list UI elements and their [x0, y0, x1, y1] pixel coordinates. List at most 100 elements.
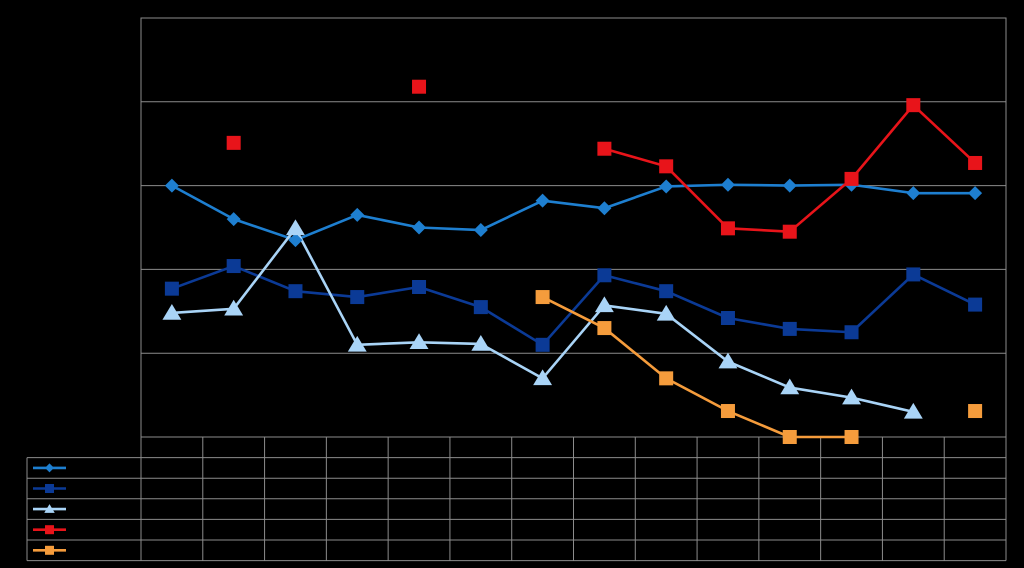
- series-2-point: [473, 300, 488, 315]
- series-1-point: [350, 207, 365, 222]
- series-2-point: [906, 267, 921, 282]
- data-table: [26, 437, 1007, 562]
- series-4-segment: [664, 165, 730, 230]
- series-3-point: [656, 304, 676, 321]
- series-3-segment: [788, 386, 853, 399]
- series-2-point: [782, 321, 797, 336]
- series-1-segment: [850, 183, 915, 195]
- series-2-segment: [912, 273, 977, 306]
- series-1-segment: [726, 183, 792, 187]
- series-1-point: [968, 186, 983, 201]
- series-1-segment: [603, 185, 668, 210]
- series-1-segment: [355, 213, 421, 229]
- series-markers: [162, 79, 983, 444]
- series-5-point: [597, 321, 612, 336]
- series-4-point: [226, 135, 241, 150]
- series-1-segment: [232, 217, 297, 242]
- series-2-point: [350, 290, 365, 305]
- series-2-segment: [541, 273, 606, 347]
- series-2-segment: [232, 264, 297, 293]
- series-2-point: [968, 297, 983, 312]
- series-2-point: [164, 281, 179, 296]
- series-3-segment: [294, 227, 359, 347]
- series-5-point: [535, 290, 550, 305]
- series-2-segment: [479, 305, 544, 347]
- series-2-point: [597, 268, 612, 283]
- series-1-point: [412, 220, 427, 235]
- series-3-segment: [417, 341, 483, 346]
- series-4-point: [412, 79, 427, 94]
- series-3-segment: [232, 227, 297, 311]
- series-1-segment: [788, 183, 853, 187]
- series-1-point: [597, 201, 612, 216]
- series-2-segment: [603, 273, 668, 293]
- series-4-point: [782, 224, 797, 239]
- series-2-segment: [788, 327, 853, 334]
- series-1-point: [535, 193, 550, 208]
- series-4-segment: [603, 147, 668, 168]
- series-4-point: [968, 155, 983, 170]
- series-lines: [170, 103, 977, 439]
- series-5-segment: [541, 295, 606, 330]
- series-3-segment: [726, 360, 792, 389]
- series-2-segment: [355, 285, 421, 299]
- plot-area-border: [140, 17, 1007, 438]
- series-1-point: [659, 179, 674, 194]
- series-5-point: [968, 404, 983, 419]
- series-4-segment: [850, 103, 915, 181]
- series-3-point: [594, 296, 614, 313]
- legend: [33, 463, 66, 555]
- series-3-point: [347, 335, 367, 352]
- series-5-point: [782, 430, 797, 444]
- series-5-segment: [603, 326, 668, 380]
- series-5-point: [659, 371, 674, 386]
- series-3-point: [224, 299, 244, 316]
- series-3-segment: [603, 304, 668, 316]
- series-2-segment: [726, 316, 792, 331]
- series-2-point: [535, 337, 550, 352]
- series-3-point: [533, 369, 553, 386]
- series-3-point: [286, 219, 305, 236]
- series-3-segment: [664, 312, 730, 363]
- series-2-point: [659, 284, 674, 299]
- gridlines: [140, 17, 1007, 438]
- series-3-point: [780, 378, 800, 395]
- series-4-segment: [788, 177, 853, 233]
- series-5-segment: [664, 377, 730, 413]
- series-2-point: [288, 284, 303, 299]
- legend-key-marker: [45, 463, 54, 473]
- series-1-segment: [541, 199, 606, 210]
- legend-key-marker: [45, 545, 54, 555]
- legend-key-marker: [45, 525, 54, 535]
- series-3-point: [162, 303, 182, 320]
- legend-key-marker: [45, 484, 54, 493]
- series-4-point: [659, 159, 674, 174]
- series-3-point: [903, 402, 923, 419]
- series-1-point: [473, 223, 488, 238]
- series-3-point: [471, 334, 491, 351]
- series-3-point: [409, 333, 429, 350]
- series-1-segment: [417, 226, 483, 232]
- series-2-point: [844, 325, 859, 340]
- series-1-segment: [170, 184, 235, 221]
- series-4-point: [597, 141, 612, 156]
- series-3-segment: [541, 304, 606, 380]
- series-1-point: [720, 177, 735, 192]
- series-2-point: [226, 259, 241, 274]
- series-4-point: [906, 98, 921, 113]
- series-3-point: [842, 388, 861, 405]
- series-1-point: [226, 212, 241, 227]
- series-1-point: [906, 186, 921, 201]
- series-2-point: [720, 311, 735, 326]
- series-4-point: [720, 221, 735, 236]
- series-3-segment: [850, 396, 915, 414]
- series-2-point: [412, 279, 427, 294]
- series-2-segment: [417, 285, 483, 309]
- series-1-point: [782, 178, 797, 193]
- series-4-point: [844, 171, 859, 186]
- series-3-segment: [479, 342, 544, 380]
- series-5-point: [720, 404, 735, 419]
- series-1-point: [288, 233, 303, 248]
- series-4-segment: [726, 227, 792, 233]
